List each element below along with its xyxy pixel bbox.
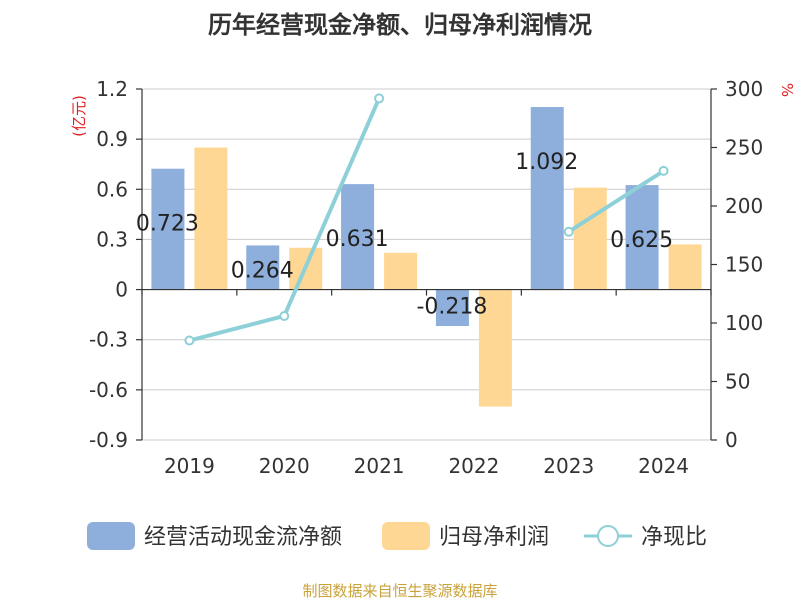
legend-label[interactable]: 归母净利润 [439, 525, 549, 550]
bar[interactable] [151, 168, 185, 290]
line-segment [567, 169, 665, 234]
bar-data-label: 1.092 [515, 150, 578, 175]
right-tick-label: 0 [725, 428, 738, 452]
right-tick-label: 50 [725, 370, 750, 394]
left-tick-label: -0.3 [89, 328, 128, 352]
category-label: 2022 [448, 454, 499, 478]
category-label: 2019 [164, 454, 215, 478]
line-point[interactable] [563, 226, 574, 237]
category-label: 2021 [354, 454, 405, 478]
bar[interactable] [194, 147, 228, 290]
bar-series [151, 107, 702, 407]
bar-data-label: 0.264 [231, 259, 294, 284]
legend-label[interactable]: 净现比 [641, 525, 707, 550]
line-point[interactable] [374, 93, 385, 104]
category-label: 2023 [543, 454, 594, 478]
legend-swatch-marker[interactable] [597, 525, 619, 547]
bar[interactable] [668, 244, 702, 290]
bar[interactable] [530, 107, 564, 290]
axes: 1.2 0.9 0.6 0.3 0 -0.3 -0.6 -0.9 300 250 200 150 100… [70, 77, 796, 478]
bar[interactable] [435, 289, 469, 327]
left-tick-label: -0.9 [89, 428, 128, 452]
category-label: 2024 [638, 454, 689, 478]
data-labels: 0.723 0.264 0.631 -0.218 1.092 0.625 [136, 150, 673, 320]
source-footer: 制图数据来自恒生聚源数据库 [302, 582, 497, 600]
bar-data-label: -0.218 [416, 295, 487, 320]
bar[interactable] [341, 184, 375, 290]
left-tick-label: 0.6 [96, 177, 128, 201]
bar[interactable] [384, 252, 418, 290]
left-tick-label: 1.2 [96, 77, 128, 101]
legend[interactable]: 经营活动现金流净额 归母净利润 净现比 [87, 522, 707, 550]
legend-swatch[interactable] [87, 522, 135, 550]
bar[interactable] [625, 185, 659, 290]
category-label: 2020 [259, 454, 310, 478]
right-tick-label: 250 [725, 136, 763, 160]
line-series [184, 93, 669, 346]
legend-label[interactable]: 经营活动现金流净额 [144, 525, 342, 550]
left-axis-title: (亿元) [70, 95, 88, 137]
right-tick-label: 100 [725, 311, 763, 335]
right-tick-label: 200 [725, 194, 763, 218]
left-tick-label: -0.6 [89, 378, 128, 402]
bar[interactable] [246, 245, 280, 290]
left-tick-label: 0.3 [96, 227, 128, 251]
chart-title: 历年经营现金净额、归母净利润情况 [208, 11, 592, 39]
left-tick-label: 0 [115, 278, 128, 302]
left-tick-label: 0.9 [96, 127, 128, 151]
right-tick-label: 300 [725, 77, 763, 101]
right-axis-title: % [778, 83, 796, 97]
line-point[interactable] [279, 310, 290, 321]
right-tick-label: 150 [725, 253, 763, 277]
bar-data-label: 0.625 [610, 228, 673, 253]
line-point[interactable] [184, 335, 195, 346]
line-point[interactable] [658, 165, 669, 176]
bar-data-label: 0.723 [136, 212, 199, 237]
bar[interactable] [478, 289, 512, 407]
bar-data-label: 0.631 [326, 227, 389, 252]
bar[interactable] [573, 187, 607, 290]
legend-swatch[interactable] [382, 522, 430, 550]
